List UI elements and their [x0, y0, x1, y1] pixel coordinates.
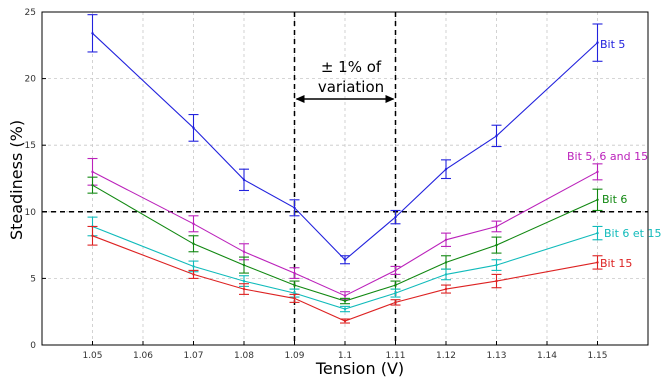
data-point [192, 222, 195, 225]
data-point [343, 299, 347, 303]
series-bit-15: Bit 15 [87, 225, 632, 324]
x-tick-label: 1.06 [133, 351, 153, 361]
data-point [596, 170, 599, 174]
x-tick-label: 1.09 [284, 351, 304, 361]
ticks: 1.05 1.06 1.07 1.08 1.09 1.1 1.11 1.12 1.13 1.14 1… [25, 8, 608, 361]
data-point [596, 261, 599, 264]
x-tick-label: 1.12 [436, 351, 456, 361]
x-tick-label: 1.07 [183, 351, 203, 361]
data-point [192, 126, 195, 130]
reference-lines [42, 12, 648, 345]
data-point [495, 225, 498, 228]
series-label: Bit 5 [600, 38, 625, 51]
variation-arrowhead-left [295, 95, 305, 103]
x-axis-title: Tension (V) [315, 359, 404, 378]
data-point [444, 261, 448, 264]
y-axis-title: Steadiness (%) [7, 120, 26, 240]
series-layer: Bit 5 Bit 5, 6 and 15 Bit 6 Bit 6 et 15 Bit … [87, 14, 661, 324]
variation-arrowhead-right [385, 95, 395, 103]
series-bit-5: Bit 5 [87, 14, 625, 265]
data-point [343, 307, 347, 311]
y-tick-label: 25 [25, 8, 36, 18]
data-point [495, 279, 498, 283]
data-point [242, 287, 246, 291]
y-tick-label: 5 [30, 274, 36, 284]
x-tick-label: 1.05 [82, 351, 102, 361]
data-point [293, 283, 296, 287]
data-point [394, 215, 397, 219]
y-tick-label: 10 [25, 208, 37, 218]
data-point [343, 319, 347, 323]
data-point [91, 32, 94, 35]
data-point [596, 231, 599, 235]
data-point [242, 250, 246, 253]
data-point [242, 178, 246, 182]
data-point [91, 170, 94, 174]
series-label: Bit 5, 6 and 15 [567, 150, 648, 163]
data-point [444, 273, 448, 276]
data-point [394, 301, 397, 304]
annotation-line-2: variation [318, 78, 384, 96]
series-label: Bit 6 et 15 [604, 227, 661, 240]
series-bit-5-6-and-15: Bit 5, 6 and 15 [87, 150, 648, 301]
data-point [293, 297, 296, 300]
series-label: Bit 15 [600, 257, 632, 270]
x-tick-label: 1.08 [234, 351, 254, 361]
variation-annotation: ± 1% of variation [318, 58, 384, 96]
data-point [91, 234, 94, 237]
y-tick-label: 0 [30, 341, 36, 351]
data-point [343, 258, 347, 261]
data-point [444, 238, 448, 241]
data-point [596, 41, 599, 44]
plot-frame [41, 11, 649, 346]
data-point [293, 271, 296, 275]
data-point [343, 294, 347, 297]
data-point [91, 183, 94, 187]
data-point [192, 242, 195, 245]
data-point [495, 243, 498, 247]
data-point [293, 206, 296, 210]
x-tick-label: 1.14 [537, 351, 557, 361]
data-point [495, 263, 498, 267]
annotation-line-1: ± 1% of [321, 58, 382, 76]
data-point [444, 287, 448, 291]
data-point [394, 291, 397, 295]
data-point [596, 198, 599, 202]
data-point [444, 167, 448, 171]
x-tick-label: 1.11 [385, 351, 405, 361]
data-point [192, 265, 195, 268]
data-point [394, 283, 397, 287]
data-point [242, 279, 246, 283]
y-tick-label: 15 [25, 141, 36, 151]
x-tick-label: 1.13 [486, 351, 506, 361]
series-label: Bit 6 [602, 193, 627, 206]
data-point [293, 291, 296, 295]
data-point [242, 263, 246, 267]
data-point [192, 273, 195, 276]
data-point [495, 134, 498, 138]
x-tick-label: 1.1 [338, 351, 352, 361]
x-tick-label: 1.15 [587, 351, 607, 361]
y-tick-label: 20 [25, 75, 37, 85]
data-point [394, 269, 397, 272]
